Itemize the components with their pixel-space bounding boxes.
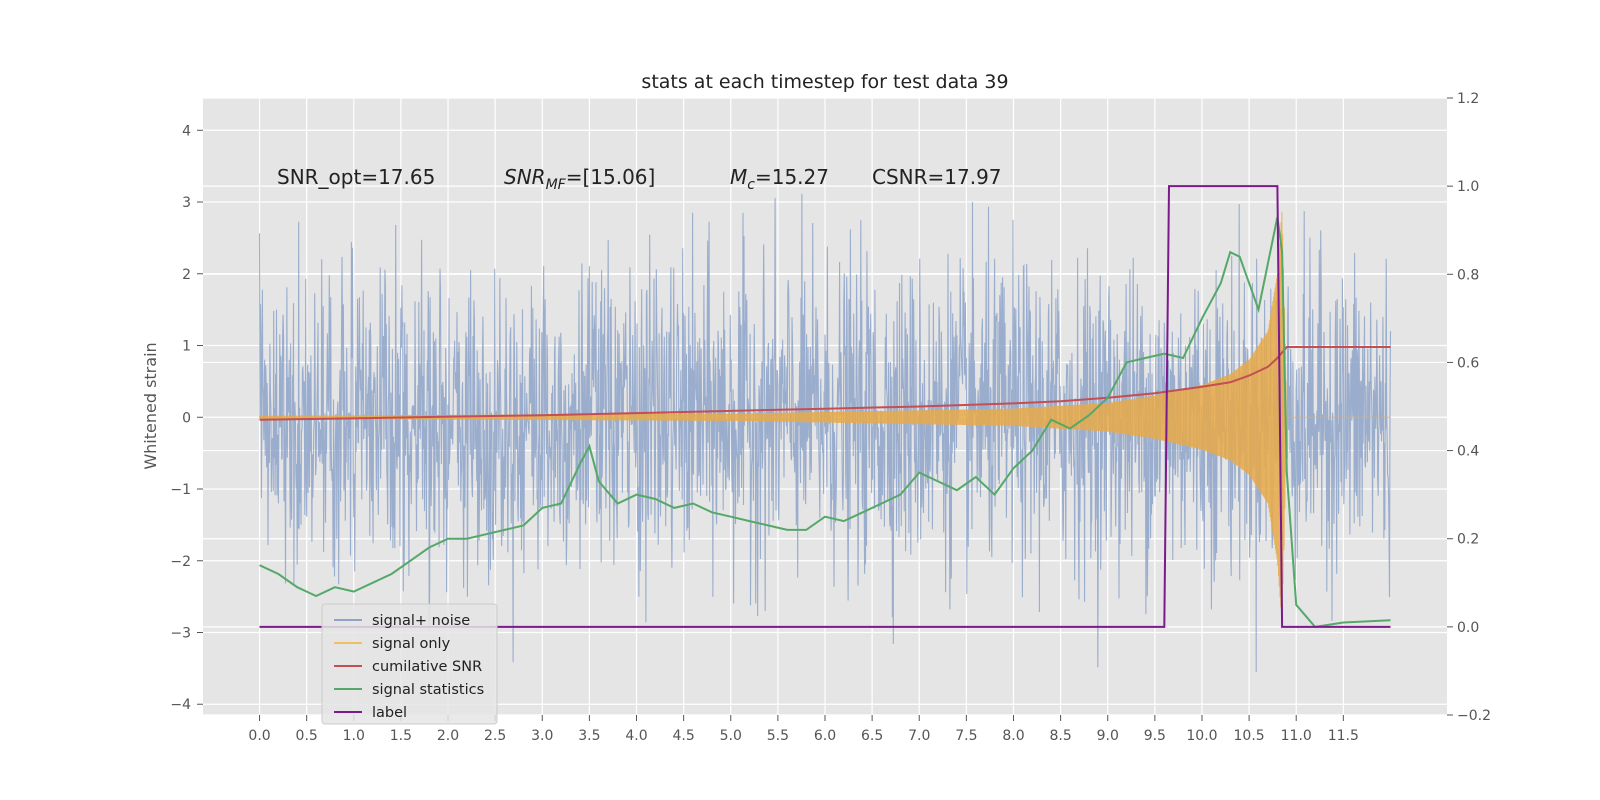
x-tick-label: 2.5: [484, 728, 506, 744]
x-tick-label: 7.5: [955, 728, 977, 744]
csnr-annotation: CSNR=17.97: [872, 165, 1002, 189]
snr-mf-subscript: MF: [546, 177, 567, 193]
legend-label: signal+ noise: [372, 613, 470, 629]
snr-mf-value: =[15.06]: [566, 165, 656, 189]
legend-box: [321, 603, 498, 725]
y2-ticks: 1.2 1.0 0.8 0.6 0.4 0.2 0.0 −0.2: [1447, 91, 1491, 724]
x-tick-label: 3.0: [531, 728, 553, 744]
line-series: [259, 185, 1391, 628]
x-tick-label: 2.0: [437, 728, 459, 744]
y-tick-label: −2: [170, 554, 191, 570]
x-tick-label: 10.5: [1234, 728, 1265, 744]
x-tick-label: 1.5: [390, 728, 412, 744]
y-tick-label: 2: [182, 267, 191, 283]
mc-annotation: Mc=15.27: [730, 165, 829, 193]
y2-tick-label: 0.6: [1457, 355, 1479, 371]
y-tick-label: 0: [182, 410, 191, 426]
y-tick-label: −3: [170, 625, 191, 641]
x-tick-label: 6.5: [861, 728, 883, 744]
y-tick-label: 4: [182, 123, 191, 139]
y-ticks: 4 3 2 1 0 −1 −2 −3 −4: [170, 123, 203, 713]
x-tick-label: 11.5: [1328, 728, 1359, 744]
mc-symbol: M: [730, 165, 747, 189]
x-tick-label: 9.5: [1144, 728, 1166, 744]
x-tick-label: 11.0: [1281, 728, 1312, 744]
x-tick-label: 4.5: [673, 728, 695, 744]
legend-label: signal statistics: [372, 682, 484, 698]
legend-label: cumilative SNR: [372, 659, 482, 675]
legend-label: signal only: [372, 636, 451, 652]
y-tick-label: 1: [182, 339, 191, 355]
legend-label: label: [372, 705, 407, 721]
x-tick-label: 8.0: [1002, 728, 1024, 744]
x-tick-label: 1.0: [343, 728, 365, 744]
signal-statistics-line: [259, 216, 1391, 628]
y2-tick-label: 0.4: [1457, 444, 1479, 460]
y-tick-label: −1: [170, 482, 191, 498]
cumilative-snr-line: [259, 346, 1391, 421]
y2-tick-label: 1.2: [1457, 91, 1479, 107]
x-tick-label: 8.5: [1049, 728, 1071, 744]
x-tick-label: 6.0: [814, 728, 836, 744]
y-axis-label: Whitened strain: [141, 342, 160, 469]
y-tick-label: 3: [182, 195, 191, 211]
y2-tick-label: −0.2: [1457, 708, 1491, 724]
signal-only-series: [259, 211, 1391, 618]
y2-tick-label: 0.8: [1457, 267, 1479, 283]
x-ticks: 0.0 0.5 1.0 1.5 2.0 2.5 3.0 3.5 4.0 4.5 5.0 5.5 6.0 6…: [248, 715, 1359, 744]
x-tick-label: 4.0: [625, 728, 647, 744]
x-tick-label: 7.0: [908, 728, 930, 744]
legend-items: signal+ noise signal only cumilative SNR si…: [334, 613, 484, 721]
y2-tick-label: 0.2: [1457, 532, 1479, 548]
x-tick-label: 10.0: [1186, 728, 1217, 744]
x-tick-label: 9.0: [1097, 728, 1119, 744]
y2-tick-label: 0.0: [1457, 620, 1479, 636]
x-tick-label: 0.0: [248, 728, 270, 744]
mc-value: =15.27: [755, 165, 829, 189]
snr-mf-symbol: SNR: [504, 165, 546, 189]
snr-opt-annotation: SNR_opt=17.65: [277, 165, 435, 189]
signal-only-line: [259, 211, 1391, 618]
label-line: [259, 185, 1391, 628]
snr-mf-annotation: SNRMF=[15.06]: [504, 165, 655, 193]
x-tick-label: 3.5: [578, 728, 600, 744]
y2-tick-label: 1.0: [1457, 179, 1479, 195]
x-tick-label: 5.0: [720, 728, 742, 744]
mc-subscript: c: [747, 177, 755, 193]
legend: signal+ noise signal only cumilative SNR si…: [321, 603, 498, 725]
y-tick-label: −4: [170, 697, 191, 713]
x-tick-label: 0.5: [296, 728, 318, 744]
x-tick-label: 5.5: [767, 728, 789, 744]
chart-title: stats at each timestep for test data 39: [641, 71, 1008, 93]
